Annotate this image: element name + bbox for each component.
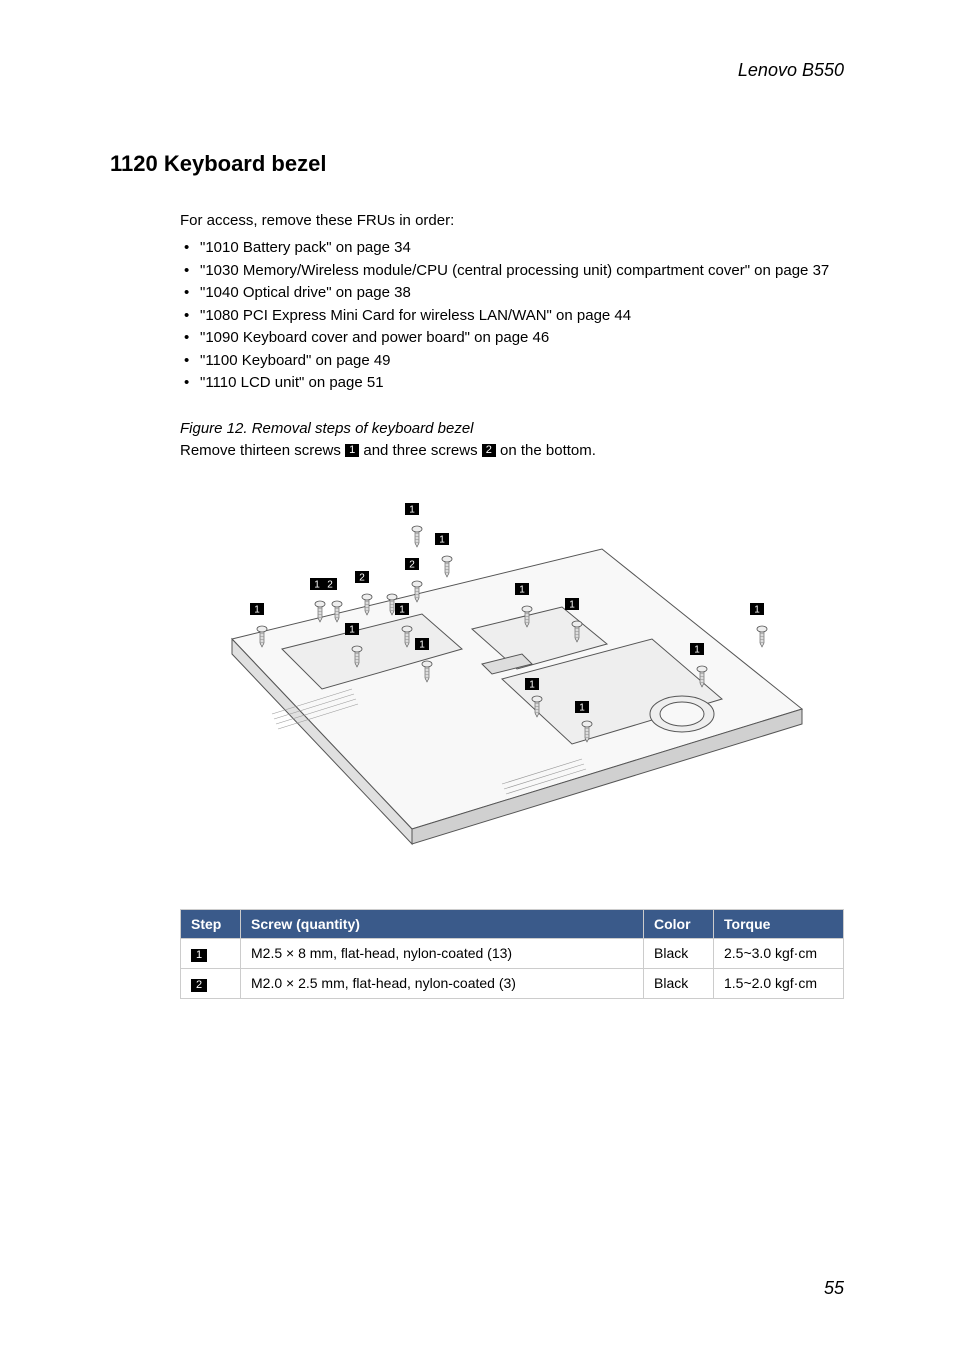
svg-text:1: 1 (579, 702, 585, 713)
badge-2-icon: 2 (482, 444, 496, 457)
figure-desc-pre: Remove thirteen screws (180, 442, 345, 459)
th-torque: Torque (714, 909, 844, 938)
svg-text:1: 1 (439, 534, 445, 545)
th-screw: Screw (quantity) (241, 909, 644, 938)
th-step: Step (181, 909, 241, 938)
svg-text:1: 1 (254, 604, 260, 615)
fru-item: "1080 PCI Express Mini Card for wireless… (180, 305, 844, 328)
laptop-diagram: 1121221111111111 (180, 489, 844, 869)
callout-badge-icon: 1 (395, 603, 409, 616)
cell-step: 1 (181, 938, 241, 968)
header-model: Lenovo B550 (110, 60, 844, 81)
badge-1-icon: 1 (345, 444, 359, 457)
page-number: 55 (824, 1278, 844, 1299)
fru-item: "1030 Memory/Wireless module/CPU (centra… (180, 260, 844, 283)
svg-text:2: 2 (327, 579, 333, 590)
svg-text:1: 1 (349, 624, 355, 635)
screw-icon (442, 556, 452, 577)
table-row: 2 M2.0 × 2.5 mm, flat-head, nylon-coated… (181, 968, 844, 998)
cell-color: Black (644, 938, 714, 968)
cell-screw: M2.0 × 2.5 mm, flat-head, nylon-coated (… (241, 968, 644, 998)
fru-list: "1010 Battery pack" on page 34 "1030 Mem… (180, 237, 844, 395)
svg-text:2: 2 (409, 559, 415, 570)
svg-text:1: 1 (409, 504, 415, 515)
intro-text: For access, remove these FRUs in order: (180, 212, 844, 229)
table-header-row: Step Screw (quantity) Color Torque (181, 909, 844, 938)
svg-text:1: 1 (529, 679, 535, 690)
svg-text:1: 1 (754, 604, 760, 615)
fru-item: "1110 LCD unit" on page 51 (180, 372, 844, 395)
fru-item: "1090 Keyboard cover and power board" on… (180, 327, 844, 350)
svg-text:1: 1 (569, 599, 575, 610)
figure-desc-mid: and three screws (359, 442, 482, 459)
step-badge-icon: 2 (191, 979, 207, 992)
svg-text:1: 1 (519, 584, 525, 595)
fru-item: "1100 Keyboard" on page 49 (180, 350, 844, 373)
figure-desc-post: on the bottom. (496, 442, 596, 459)
callout-badge-icon: 1 (690, 643, 704, 656)
svg-text:1: 1 (314, 579, 320, 590)
callout-badge-icon: 1 (565, 598, 579, 611)
table-row: 1 M2.5 × 8 mm, flat-head, nylon-coated (… (181, 938, 844, 968)
figure-description: Remove thirteen screws 1 and three screw… (180, 442, 844, 459)
cell-color: Black (644, 968, 714, 998)
callout-badge-icon: 1 (525, 678, 539, 691)
cell-torque: 1.5~2.0 kgf·cm (714, 968, 844, 998)
diagram-svg: 1121221111111111 (180, 489, 844, 869)
screw-table: Step Screw (quantity) Color Torque 1 M2.… (180, 909, 844, 999)
step-badge-icon: 1 (191, 949, 207, 962)
callout-badge-icon: 1 (415, 638, 429, 651)
svg-text:1: 1 (419, 639, 425, 650)
th-color: Color (644, 909, 714, 938)
callout-badge-icon: 1 (405, 503, 419, 516)
callout-badge-icon: 1 (515, 583, 529, 596)
callout-badge-icon: 2 (323, 578, 337, 591)
section-title: 1120 Keyboard bezel (110, 151, 844, 177)
callout-badge-icon: 1 (310, 578, 324, 591)
callout-badge-icon: 2 (355, 571, 369, 584)
fru-item: "1010 Battery pack" on page 34 (180, 237, 844, 260)
callout-badge-icon: 2 (405, 558, 419, 571)
screw-icon (412, 526, 422, 547)
svg-text:2: 2 (359, 572, 365, 583)
fru-item: "1040 Optical drive" on page 38 (180, 282, 844, 305)
cell-screw: M2.5 × 8 mm, flat-head, nylon-coated (13… (241, 938, 644, 968)
callout-badge-icon: 1 (250, 603, 264, 616)
screw-icon (757, 626, 767, 647)
callout-badge-icon: 1 (750, 603, 764, 616)
callout-badge-icon: 1 (435, 533, 449, 546)
figure-caption: Figure 12. Removal steps of keyboard bez… (180, 420, 844, 437)
callout-badge-icon: 1 (575, 701, 589, 714)
cell-torque: 2.5~3.0 kgf·cm (714, 938, 844, 968)
cell-step: 2 (181, 968, 241, 998)
svg-text:1: 1 (399, 604, 405, 615)
svg-text:1: 1 (694, 644, 700, 655)
content-block: For access, remove these FRUs in order: … (180, 212, 844, 999)
callout-badge-icon: 1 (345, 623, 359, 636)
